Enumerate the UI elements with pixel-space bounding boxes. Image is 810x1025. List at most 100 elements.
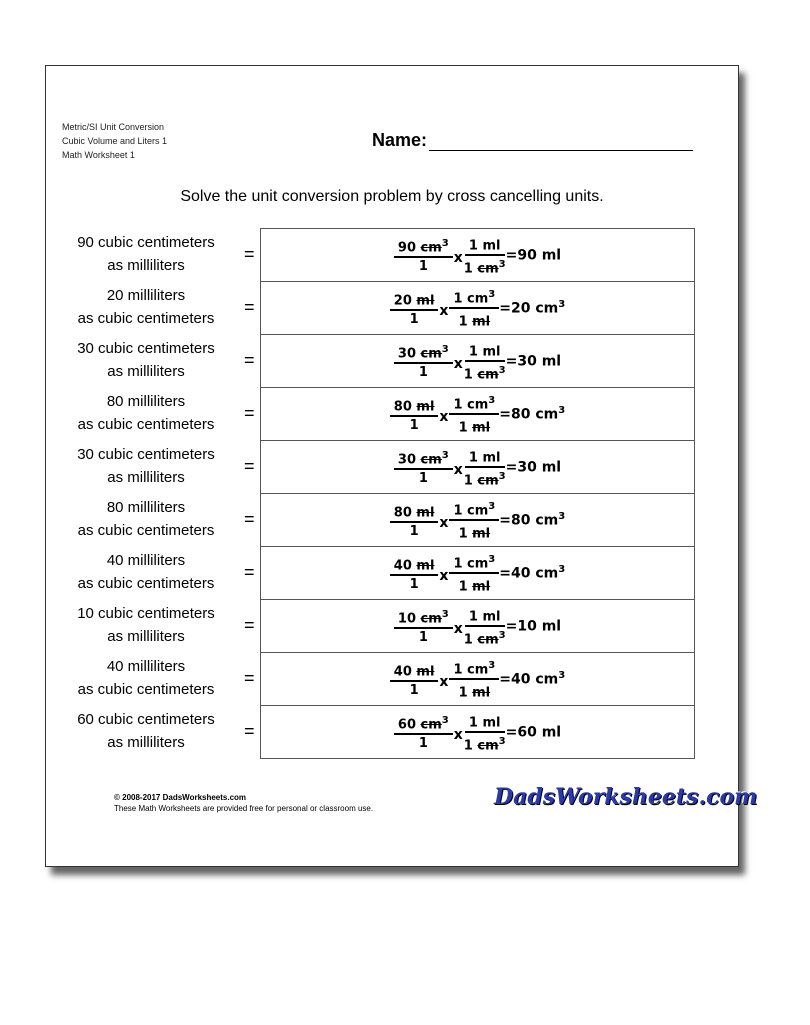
worksheet-page: Metric/SI Unit Conversion Cubic Volume a… (45, 65, 757, 867)
answer: =30 ml (505, 353, 562, 370)
answer: =80 cm3 (499, 511, 566, 529)
equals-sign: = (244, 350, 255, 370)
times-icon: x (439, 674, 449, 690)
times-icon: x (439, 409, 449, 425)
instructions: Solve the unit conversion problem by cro… (180, 188, 604, 205)
answer: =10 ml (505, 618, 562, 635)
equals-sign: = (244, 297, 255, 317)
equals-sign: = (244, 721, 255, 741)
answer: =90 ml (505, 247, 562, 264)
equals-sign: = (244, 562, 255, 582)
unit: cm (467, 291, 489, 306)
fraction-given: 20 ml 1 (389, 288, 439, 328)
fraction-given: 90 cm3 1 (393, 235, 453, 275)
unit: ml (416, 664, 435, 680)
unit: ml (482, 450, 501, 465)
unit: ml (416, 558, 435, 574)
times-icon: x (453, 462, 463, 478)
problem-question: 60 cubic centimeters as milliliters (77, 711, 215, 751)
fraction-conversion: 1 cm3 1 ml (449, 392, 500, 437)
table-row: 80 ml 1 x 1 cm3 1 ml =80 cm3 (261, 387, 694, 440)
unit: ml (541, 724, 562, 741)
table-row: 40 ml 1 x 1 cm3 1 ml =40 cm3 (261, 652, 694, 705)
unit: cm (467, 662, 489, 677)
logo: DadsWorksheets.com (494, 784, 758, 810)
unit: ml (472, 314, 491, 330)
unit: ml (482, 609, 501, 624)
unit: ml (541, 247, 562, 264)
unit: ml (541, 353, 562, 370)
unit: cm (420, 240, 442, 256)
name-label: Name: (372, 130, 428, 150)
unit: ml (472, 685, 491, 701)
unit: ml (541, 459, 562, 476)
table-row: 90 cm3 1 x 1 ml 1 cm3 =90 ml (261, 229, 694, 281)
unit: ml (416, 505, 435, 521)
unit: cm (467, 556, 489, 571)
copyright: © 2008-2017 DadsWorksheets.com (114, 793, 247, 802)
times-icon: x (453, 727, 463, 743)
unit: cm (420, 346, 442, 362)
equals-sign: = (244, 668, 255, 688)
answer: =30 ml (505, 459, 562, 476)
table-row: 20 ml 1 x 1 cm3 1 ml =20 cm3 (261, 281, 694, 334)
fraction-given: 30 cm3 1 (393, 447, 453, 487)
answer-table: 90 cm3 1 x 1 ml 1 cm3 =90 ml 20 ml 1 x 1 cm3… (260, 228, 695, 759)
unit: ml (482, 344, 501, 359)
footer: © 2008-2017 DadsWorksheets.com These Mat… (114, 792, 373, 814)
answer: =60 ml (505, 724, 562, 741)
problem-question: 90 cubic centimeters as milliliters (77, 234, 215, 274)
unit: cm (535, 512, 559, 529)
unit: ml (472, 579, 491, 595)
unit: cm (535, 565, 559, 582)
unit: cm (477, 738, 499, 754)
fraction-conversion: 1 cm3 1 ml (449, 551, 500, 596)
problem-question: 80 milliliters as cubic centimeters (77, 393, 215, 433)
unit: cm (420, 611, 442, 627)
unit: cm (477, 367, 499, 383)
times-icon: x (453, 250, 463, 266)
header-topic: Cubic Volume and Liters 1 (62, 136, 168, 146)
fraction-conversion: 1 cm3 1 ml (449, 657, 500, 702)
fraction-conversion: 1 cm3 1 ml (449, 286, 500, 331)
problem-question: 10 cubic centimeters as milliliters (77, 605, 215, 645)
unit: cm (535, 406, 559, 423)
problem-question: 40 milliliters as cubic centimeters (77, 552, 215, 592)
fraction-given: 80 ml 1 (389, 500, 439, 540)
unit: ml (482, 238, 501, 253)
problem-question: 30 cubic centimeters as milliliters (77, 446, 215, 486)
table-row: 30 cm3 1 x 1 ml 1 cm3 =30 ml (261, 440, 694, 493)
unit: ml (541, 618, 562, 635)
fraction-conversion: 1 ml 1 cm3 (464, 233, 506, 278)
fraction-given: 30 cm3 1 (393, 341, 453, 381)
name-field: Name: (372, 130, 694, 151)
unit: cm (420, 717, 442, 733)
fraction-conversion: 1 ml 1 cm3 (464, 445, 506, 490)
unit: cm (477, 261, 499, 277)
unit: ml (416, 399, 435, 415)
unit: cm (420, 452, 442, 468)
unit: ml (472, 420, 491, 436)
equals-sign: = (244, 244, 255, 264)
answer: =80 cm3 (499, 405, 566, 423)
problem-question: 80 milliliters as cubic centimeters (77, 499, 215, 539)
unit: ml (472, 526, 491, 542)
times-icon: x (439, 515, 449, 531)
unit: cm (535, 671, 559, 688)
fraction-given: 60 cm3 1 (393, 712, 453, 752)
fraction-conversion: 1 ml 1 cm3 (464, 339, 506, 384)
problem-question: 30 cubic centimeters as milliliters (77, 340, 215, 380)
unit: cm (477, 632, 499, 648)
answer: =20 cm3 (499, 299, 566, 317)
header-worksheet-number: Math Worksheet 1 (62, 150, 135, 160)
fraction-conversion: 1 ml 1 cm3 (464, 710, 506, 755)
worksheet-header: Metric/SI Unit Conversion Cubic Volume a… (62, 120, 167, 162)
equals-sign: = (244, 509, 255, 529)
table-row: 40 ml 1 x 1 cm3 1 ml =40 cm3 (261, 546, 694, 599)
fraction-conversion: 1 cm3 1 ml (449, 498, 500, 543)
unit: cm (467, 503, 489, 518)
answer: =40 cm3 (499, 564, 566, 582)
unit: ml (482, 715, 501, 730)
problem-question: 40 milliliters as cubic centimeters (77, 658, 215, 698)
footer-note: These Math Worksheets are provided free … (114, 804, 374, 813)
